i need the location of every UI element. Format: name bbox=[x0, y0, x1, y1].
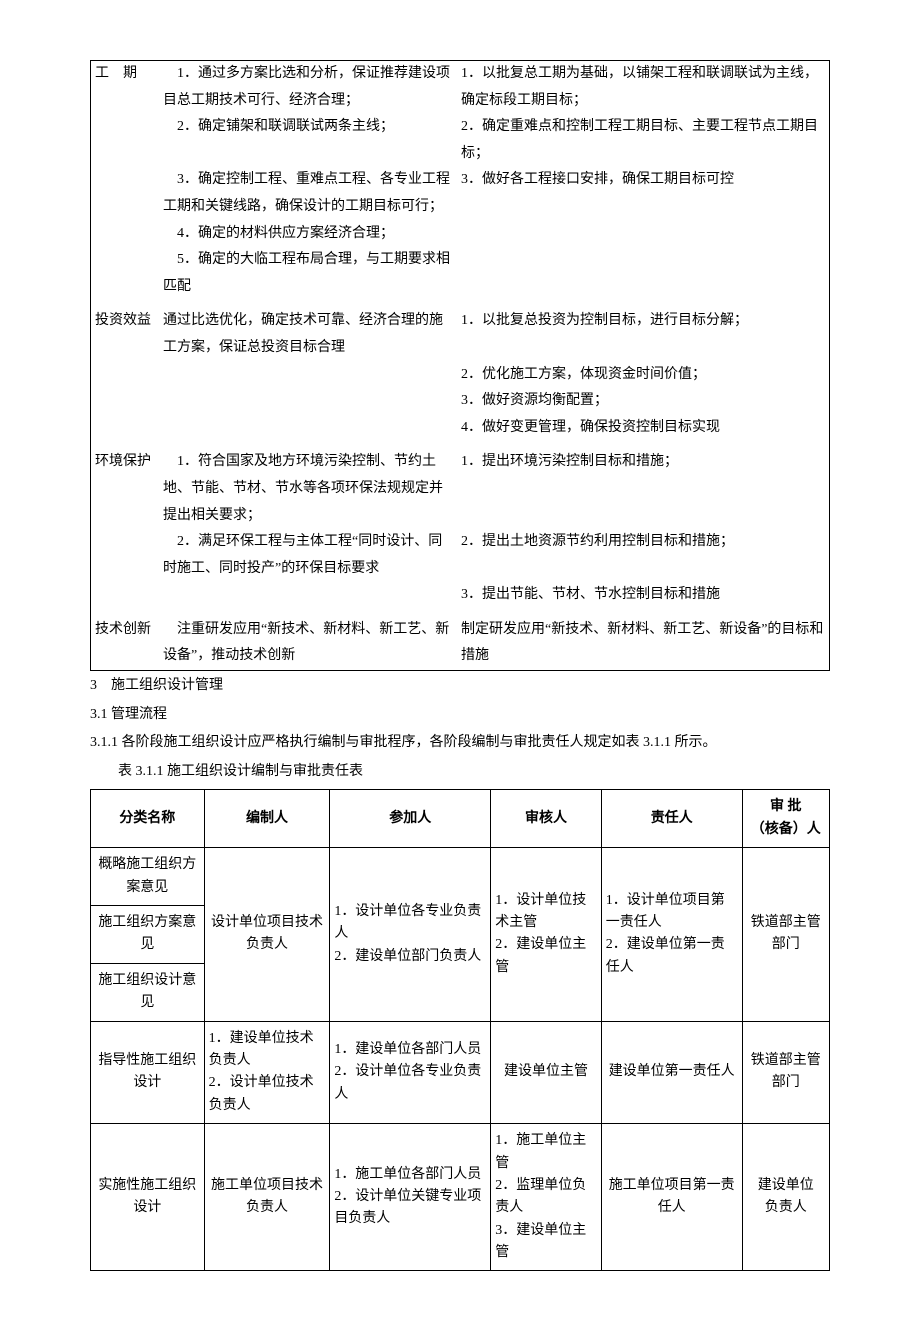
responsibility-header: 审核人 bbox=[491, 790, 602, 848]
criteria-row-label bbox=[91, 415, 160, 442]
responsibility-cell: 指导性施工组织设计 bbox=[91, 1021, 205, 1124]
criteria-table: 工 期 1．通过多方案比选和分析，保证推荐建设项目总工期技术可行、经济合理；1．… bbox=[90, 60, 830, 671]
criteria-colB-cell bbox=[457, 247, 830, 300]
criteria-colA-cell bbox=[159, 362, 457, 389]
criteria-row-label bbox=[91, 247, 160, 300]
responsibility-table: 分类名称编制人参加人审核人责任人审 批（核备）人 概略施工组织方案意见设计单位项… bbox=[90, 789, 830, 1271]
responsibility-cell: 1．设计单位各专业负责人2．建设单位部门负责人 bbox=[330, 848, 491, 1021]
criteria-colA-cell bbox=[159, 415, 457, 442]
responsibility-cell: 1．设计单位项目第一责任人2．建设单位第一责任人 bbox=[601, 848, 742, 1021]
criteria-row-label: 工 期 bbox=[91, 61, 160, 115]
criteria-colB-cell: 2．提出土地资源节约利用控制目标和措施； bbox=[457, 529, 830, 582]
criteria-colA-cell: 5．确定的大临工程布局合理，与工期要求相匹配 bbox=[159, 247, 457, 300]
criteria-colB-cell: 1．以批复总投资为控制目标，进行目标分解； bbox=[457, 300, 830, 361]
criteria-colB-cell: 2．优化施工方案，体现资金时间价值； bbox=[457, 362, 830, 389]
responsibility-cell: 设计单位项目技术负责人 bbox=[204, 848, 330, 1021]
responsibility-cell: 施工组织设计意见 bbox=[91, 963, 205, 1021]
criteria-row-label bbox=[91, 362, 160, 389]
responsibility-cell: 1．建设单位各部门人员2．设计单位各专业负责人 bbox=[330, 1021, 491, 1124]
responsibility-cell: 建设单位主管 bbox=[491, 1021, 602, 1124]
criteria-colA-cell: 4．确定的材料供应方案经济合理； bbox=[159, 221, 457, 248]
responsibility-cell: 铁道部主管部门 bbox=[742, 848, 829, 1021]
criteria-row-label: 技术创新 bbox=[91, 609, 160, 671]
criteria-colA-cell: 2．确定铺架和联调联试两条主线； bbox=[159, 114, 457, 167]
criteria-row-label bbox=[91, 221, 160, 248]
criteria-colB-cell: 1．以批复总工期为基础，以铺架工程和联调联试为主线，确定标段工期目标； bbox=[457, 61, 830, 115]
criteria-colA-cell: 通过比选优化，确定技术可靠、经济合理的施工方案，保证总投资目标合理 bbox=[159, 300, 457, 361]
criteria-row-label bbox=[91, 388, 160, 415]
criteria-row-label bbox=[91, 167, 160, 220]
responsibility-cell: 1．设计单位技术主管2．建设单位主管 bbox=[491, 848, 602, 1021]
responsibility-cell: 实施性施工组织设计 bbox=[91, 1124, 205, 1271]
section-3-1-1-paragraph: 3.1.1 各阶段施工组织设计应严格执行编制与审批程序，各阶段编制与审批责任人规… bbox=[90, 730, 830, 757]
responsibility-header: 责任人 bbox=[601, 790, 742, 848]
section-3-heading: 3 施工组织设计管理 bbox=[90, 673, 830, 700]
responsibility-cell: 建设单位第一责任人 bbox=[601, 1021, 742, 1124]
criteria-colB-cell: 2．确定重难点和控制工程工期目标、主要工程节点工期目标； bbox=[457, 114, 830, 167]
criteria-colA-cell: 1．通过多方案比选和分析，保证推荐建设项目总工期技术可行、经济合理； bbox=[159, 61, 457, 115]
responsibility-header: 编制人 bbox=[204, 790, 330, 848]
criteria-colA-cell: 2．满足环保工程与主体工程“同时设计、同时施工、同时投产”的环保目标要求 bbox=[159, 529, 457, 582]
responsibility-header: 分类名称 bbox=[91, 790, 205, 848]
responsibility-cell: 铁道部主管部门 bbox=[742, 1021, 829, 1124]
criteria-colA-cell: 注重研发应用“新技术、新材料、新工艺、新设备”，推动技术创新 bbox=[159, 609, 457, 671]
criteria-colA-cell: 3．确定控制工程、重难点工程、各专业工程工期和关键线路，确保设计的工期目标可行； bbox=[159, 167, 457, 220]
criteria-row-label bbox=[91, 114, 160, 167]
criteria-colA-cell bbox=[159, 388, 457, 415]
criteria-colA-cell: 1．符合国家及地方环境污染控制、节约土地、节能、节材、节水等各项环保法规规定并提… bbox=[159, 441, 457, 529]
criteria-colB-cell: 3．提出节能、节材、节水控制目标和措施 bbox=[457, 582, 830, 609]
responsibility-cell: 施工单位项目技术负责人 bbox=[204, 1124, 330, 1271]
criteria-colB-cell: 4．做好变更管理，确保投资控制目标实现 bbox=[457, 415, 830, 442]
table-3-1-1-caption: 表 3.1.1 施工组织设计编制与审批责任表 bbox=[90, 759, 830, 786]
criteria-row-label: 投资效益 bbox=[91, 300, 160, 361]
responsibility-cell: 建设单位负责人 bbox=[742, 1124, 829, 1271]
responsibility-cell: 概略施工组织方案意见 bbox=[91, 848, 205, 906]
criteria-colB-cell: 3．做好资源均衡配置； bbox=[457, 388, 830, 415]
criteria-row-label bbox=[91, 582, 160, 609]
responsibility-cell: 1．建设单位技术负责人2．设计单位技术负责人 bbox=[204, 1021, 330, 1124]
responsibility-cell: 施工单位项目第一责任人 bbox=[601, 1124, 742, 1271]
responsibility-header: 参加人 bbox=[330, 790, 491, 848]
criteria-colB-cell: 1．提出环境污染控制目标和措施； bbox=[457, 441, 830, 529]
criteria-colB-cell: 3．做好各工程接口安排，确保工期目标可控 bbox=[457, 167, 830, 220]
criteria-colB-cell bbox=[457, 221, 830, 248]
section-3-1-heading: 3.1 管理流程 bbox=[90, 702, 830, 729]
responsibility-cell: 施工组织方案意见 bbox=[91, 906, 205, 964]
responsibility-header: 审 批（核备）人 bbox=[742, 790, 829, 848]
criteria-colA-cell bbox=[159, 582, 457, 609]
criteria-colB-cell: 制定研发应用“新技术、新材料、新工艺、新设备”的目标和措施 bbox=[457, 609, 830, 671]
responsibility-cell: 1．施工单位主管2．监理单位负责人3．建设单位主管 bbox=[491, 1124, 602, 1271]
responsibility-cell: 1．施工单位各部门人员2．设计单位关键专业项目负责人 bbox=[330, 1124, 491, 1271]
criteria-row-label bbox=[91, 529, 160, 582]
criteria-row-label: 环境保护 bbox=[91, 441, 160, 529]
